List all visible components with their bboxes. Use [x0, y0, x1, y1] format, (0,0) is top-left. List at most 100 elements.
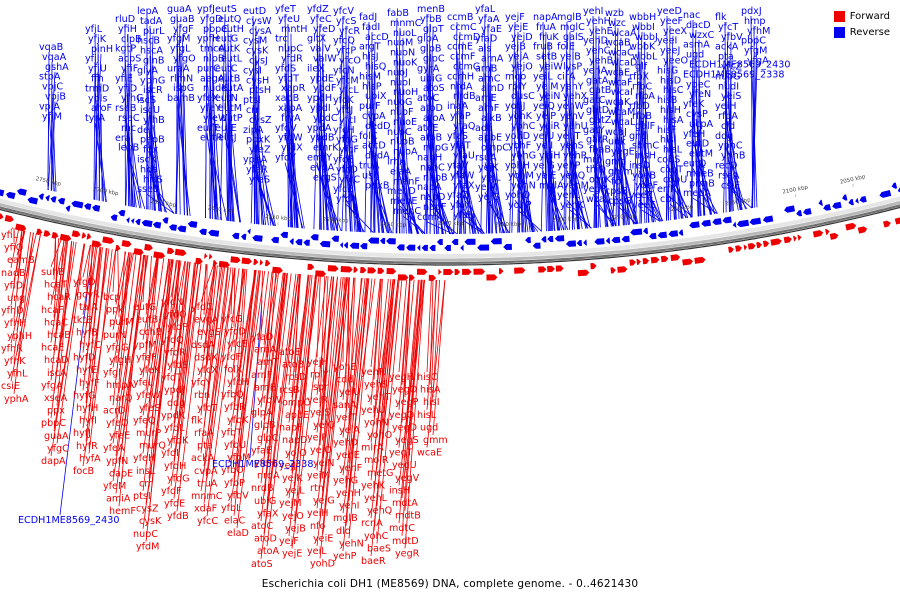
reverse-gene-label: hisL: [663, 145, 683, 156]
reverse-gene-arrow: [736, 219, 750, 228]
reverse-gene-label: yfcC: [339, 174, 360, 185]
reverse-gene-label: tmcA: [200, 44, 225, 55]
forward-leader-line: [50, 241, 72, 419]
reverse-leader-line: [371, 180, 393, 234]
forward-leader-line: [373, 279, 389, 418]
reverse-leader-line: [229, 63, 232, 222]
forward-leader-line: [260, 272, 288, 484]
forward-gene-arrow: [340, 265, 353, 273]
reverse-gene-label: yeiQ: [533, 101, 555, 112]
forward-gene-arrow: [845, 222, 857, 231]
legend-reverse-label: Reverse: [849, 26, 890, 38]
forward-leader-line: [429, 279, 437, 423]
forward-gene-label: amiA: [106, 494, 131, 505]
reverse-gene-arrow: [126, 217, 130, 224]
forward-gene-label: yfbR: [224, 402, 246, 413]
reverse-gene-arrow: [84, 203, 92, 210]
reverse-gene-arrow: [295, 239, 303, 246]
forward-gene-arrow: [265, 260, 271, 267]
forward-gene-label: nupC: [133, 529, 158, 540]
forward-leader-line: [233, 269, 256, 403]
forward-gene-arrow: [218, 260, 230, 268]
forward-gene-arrow: [353, 266, 359, 273]
forward-gene-label: hisC: [417, 372, 438, 383]
forward-gene-label: ypfM: [133, 340, 156, 351]
reverse-gene-label: acpS: [118, 54, 141, 65]
reverse-gene-label: eutS: [215, 4, 237, 15]
forward-gene-label: hyfC: [79, 340, 101, 351]
forward-gene-label: yfeQ: [133, 415, 156, 426]
reverse-leader-line: [258, 184, 274, 226]
reverse-gene-label: ugd: [686, 50, 704, 61]
reverse-gene-arrow: [208, 229, 220, 237]
reverse-gene-arrow: [842, 194, 848, 201]
reverse-gene-label: nrdA: [450, 81, 473, 92]
reverse-gene-label: yfaL: [475, 4, 496, 15]
reverse-gene-label: yfaT: [450, 141, 471, 152]
reverse-gene-arrow: [379, 237, 386, 244]
reverse-gene-label: maeB: [686, 168, 714, 179]
reverse-gene-arrow: [386, 238, 396, 245]
forward-gene-label: yfdP: [167, 322, 188, 333]
forward-gene-label: yeiQ: [313, 420, 335, 431]
reverse-gene-label: valW: [313, 54, 337, 65]
forward-gene-label: yfeF: [136, 352, 156, 363]
reverse-gene-label: yfgD: [200, 14, 223, 25]
reverse-gene-label: glyA: [137, 65, 158, 76]
forward-leader-line: [206, 268, 240, 517]
reverse-leader-line: [548, 190, 569, 231]
reverse-gene-label: gatR: [586, 135, 609, 146]
forward-leader-line: [13, 230, 25, 319]
forward-leader-line: [373, 279, 395, 494]
reverse-leader-line: [698, 188, 716, 215]
reverse-gene-arrow: [464, 238, 476, 245]
reverse-gene-label: fryA: [281, 113, 301, 124]
reverse-leader-line: [348, 184, 362, 233]
forward-gene-arrow: [857, 226, 868, 234]
reverse-gene-label: atoA: [423, 113, 446, 124]
forward-gene-arrow: [894, 217, 900, 225]
reverse-gene-label: iscR: [143, 85, 163, 96]
forward-gene-label: focB: [73, 466, 94, 477]
forward-gene-label: flk: [191, 415, 203, 426]
forward-gene-label: tktB: [73, 315, 93, 326]
reverse-gene-label: hisF: [657, 125, 676, 136]
reverse-gene-label: yfcG: [336, 135, 358, 146]
forward-gene-arrow: [428, 274, 437, 281]
reverse-gene-arrow: [594, 238, 605, 245]
forward-leader-line: [233, 270, 261, 516]
reverse-leader-line: [517, 209, 543, 232]
reverse-leader-line: [672, 184, 689, 219]
reverse-gene-label: yohK: [508, 111, 533, 122]
forward-gene-label: yfbL: [221, 503, 242, 514]
forward-gene-label: spr: [313, 382, 328, 393]
forward-gene-arrow: [555, 265, 564, 272]
reverse-gene-label: yejF: [505, 12, 525, 23]
reverse-gene-arrow: [749, 217, 762, 225]
reverse-gene-label: yfjJ: [85, 54, 100, 65]
forward-gene-label: insH: [389, 485, 410, 496]
scale-tick-label: 2450 kbp: [380, 222, 407, 229]
forward-gene-arrow: [43, 230, 51, 237]
reverse-gene-label: ypeC: [686, 79, 711, 90]
reverse-gene-label: yehE: [589, 26, 613, 37]
reverse-gene-label: ddg: [715, 131, 733, 142]
forward-leader-line: [236, 269, 248, 415]
reverse-gene-arrow: [541, 236, 547, 243]
forward-gene-label: yfeW: [136, 390, 161, 401]
reverse-gene-label: yeeD: [657, 6, 682, 17]
reverse-gene-label: accD: [362, 141, 386, 152]
reverse-leader-line: [669, 85, 676, 220]
reverse-gene-label: cvpA: [362, 111, 386, 122]
forward-leader-line: [206, 267, 232, 441]
reverse-gene-label: ypeA: [243, 155, 268, 166]
reverse-gene-label: hda: [140, 164, 158, 175]
forward-gene-label: hyfA: [79, 453, 101, 464]
forward-gene-label: yfcD: [224, 327, 246, 338]
forward-leader-line: [348, 277, 356, 426]
reverse-gene-label: nudK: [203, 83, 228, 94]
reverse-leader-line: [319, 172, 338, 231]
forward-leader-line: [85, 247, 103, 404]
reverse-leader-line: [456, 81, 460, 234]
